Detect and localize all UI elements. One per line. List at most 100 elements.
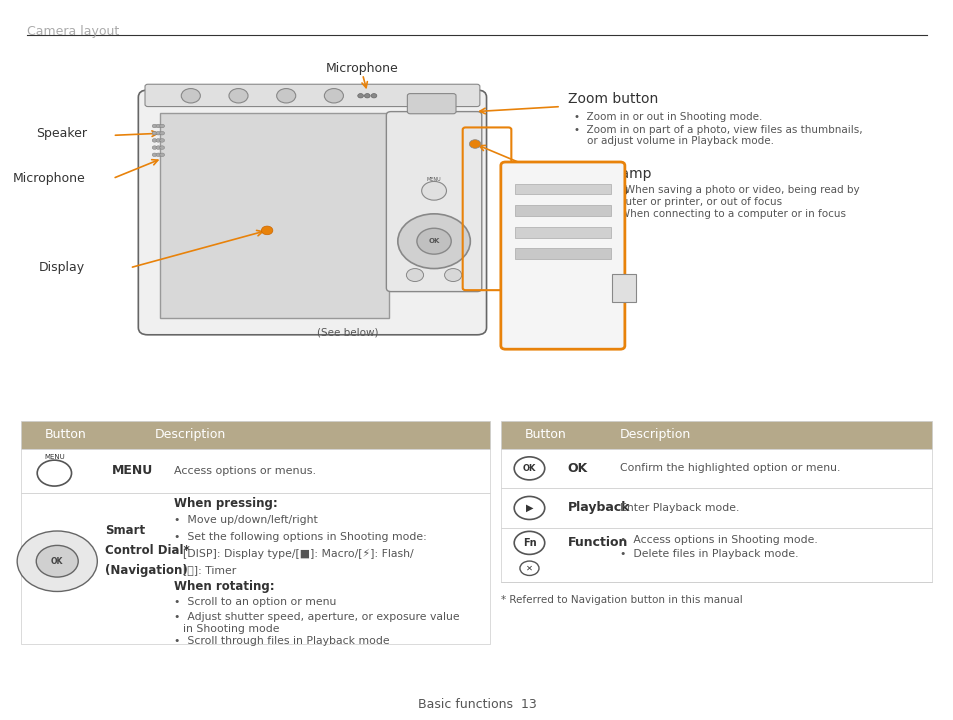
Text: Microphone: Microphone	[13, 172, 86, 185]
Circle shape	[156, 125, 160, 128]
Text: •  Scroll through files in Playback mode: • Scroll through files in Playback mode	[173, 636, 389, 647]
Text: ▶: ▶	[525, 503, 533, 513]
Circle shape	[156, 153, 160, 157]
Bar	[612, 274, 636, 302]
Circle shape	[444, 269, 461, 282]
Text: a computer or printer, or out of focus: a computer or printer, or out of focus	[586, 197, 781, 207]
Circle shape	[406, 269, 423, 282]
Text: •  Set the following options in Shooting mode:: • Set the following options in Shooting …	[173, 532, 426, 542]
Circle shape	[514, 497, 544, 520]
Text: Access options or menus.: Access options or menus.	[173, 466, 315, 476]
Text: in Shooting mode: in Shooting mode	[183, 624, 279, 634]
Text: OK: OK	[51, 557, 63, 566]
Text: •  Access options in Shooting mode.: • Access options in Shooting mode.	[619, 535, 817, 544]
Text: •: •	[574, 185, 586, 195]
Text: Basic functions  13: Basic functions 13	[417, 698, 536, 711]
Circle shape	[514, 531, 544, 554]
Text: [DISP]: Display type/[■]: Macro/[⚡]: Flash/: [DISP]: Display type/[■]: Macro/[⚡]: Fla…	[183, 549, 414, 559]
Circle shape	[17, 531, 97, 592]
Circle shape	[229, 89, 248, 103]
Circle shape	[159, 125, 164, 128]
Text: OK: OK	[428, 238, 439, 244]
Text: Status lamp: Status lamp	[567, 167, 651, 181]
Bar	[21, 493, 490, 644]
Circle shape	[159, 145, 164, 150]
Text: OK: OK	[522, 464, 536, 473]
Text: Fn: Fn	[522, 538, 536, 548]
Bar	[515, 184, 610, 194]
Text: Microphone: Microphone	[326, 62, 398, 75]
Text: (See below): (See below)	[317, 328, 378, 338]
Text: Button: Button	[45, 428, 87, 441]
Circle shape	[36, 546, 78, 577]
Circle shape	[152, 139, 156, 143]
Text: •  Delete files in Playback mode.: • Delete files in Playback mode.	[619, 549, 798, 559]
Circle shape	[261, 226, 273, 235]
Circle shape	[276, 89, 295, 103]
Circle shape	[37, 460, 71, 486]
Circle shape	[469, 140, 480, 148]
Circle shape	[156, 145, 160, 150]
Bar	[21, 421, 490, 449]
Text: Enter Playback mode.: Enter Playback mode.	[619, 503, 739, 513]
Text: Button: Button	[524, 428, 566, 441]
Text: or adjust volume in Playback mode.: or adjust volume in Playback mode.	[586, 136, 773, 146]
Bar	[160, 113, 389, 318]
Text: Smart: Smart	[105, 524, 145, 538]
Text: Playback: Playback	[567, 501, 630, 515]
Text: •  Move up/down/left/right: • Move up/down/left/right	[173, 516, 317, 526]
FancyBboxPatch shape	[138, 90, 486, 335]
Text: : When saving a photo or video, being read by: : When saving a photo or video, being re…	[618, 185, 859, 195]
Circle shape	[371, 94, 376, 98]
Text: When pressing:: When pressing:	[173, 498, 277, 510]
Text: •  Adjust shutter speed, aperture, or exposure value: • Adjust shutter speed, aperture, or exp…	[173, 612, 458, 622]
Circle shape	[152, 125, 156, 128]
Text: Zoom button: Zoom button	[567, 92, 658, 107]
Text: Function: Function	[567, 536, 627, 549]
Text: MENU: MENU	[112, 464, 152, 477]
Circle shape	[357, 94, 363, 98]
Text: [⌛]: Timer: [⌛]: Timer	[183, 565, 236, 575]
Circle shape	[159, 153, 164, 157]
Circle shape	[416, 228, 451, 254]
Text: Steady: Steady	[579, 209, 620, 219]
Circle shape	[324, 89, 343, 103]
Bar	[500, 421, 931, 449]
Circle shape	[514, 457, 544, 480]
Circle shape	[152, 145, 156, 150]
FancyBboxPatch shape	[386, 112, 481, 292]
Text: When rotating:: When rotating:	[173, 580, 274, 593]
Text: MENU: MENU	[44, 454, 65, 461]
Circle shape	[397, 214, 470, 269]
Text: : When connecting to a computer or in focus: : When connecting to a computer or in fo…	[613, 209, 845, 219]
Text: Speaker: Speaker	[36, 127, 88, 140]
Circle shape	[152, 153, 156, 157]
Text: •  Zoom in or out in Shooting mode.: • Zoom in or out in Shooting mode.	[574, 112, 761, 122]
FancyBboxPatch shape	[407, 94, 456, 114]
Circle shape	[152, 132, 156, 135]
Text: MENU: MENU	[426, 177, 441, 182]
Text: •  Scroll to an option or menu: • Scroll to an option or menu	[173, 597, 335, 607]
Text: * Referred to Navigation button in this manual: * Referred to Navigation button in this …	[500, 595, 741, 605]
Text: Display: Display	[39, 261, 85, 274]
Text: •: •	[574, 209, 586, 219]
Circle shape	[421, 181, 446, 200]
Text: Camera layout: Camera layout	[27, 25, 119, 38]
FancyBboxPatch shape	[145, 84, 479, 107]
Text: (Navigation): (Navigation)	[105, 564, 188, 577]
Text: Description: Description	[619, 428, 691, 441]
Circle shape	[159, 139, 164, 143]
Circle shape	[364, 94, 370, 98]
Bar	[500, 528, 931, 582]
Bar	[21, 449, 490, 493]
Text: Description: Description	[154, 428, 226, 441]
Text: •  Zoom in on part of a photo, view files as thumbnails,: • Zoom in on part of a photo, view files…	[574, 125, 862, 135]
Circle shape	[156, 139, 160, 143]
Bar	[500, 449, 931, 488]
Circle shape	[159, 132, 164, 135]
Text: Control Dial*: Control Dial*	[105, 544, 190, 557]
Text: Confirm the highlighted option or menu.: Confirm the highlighted option or menu.	[619, 464, 840, 473]
Text: ✕: ✕	[525, 564, 533, 573]
Circle shape	[519, 561, 538, 575]
Bar	[515, 227, 610, 238]
